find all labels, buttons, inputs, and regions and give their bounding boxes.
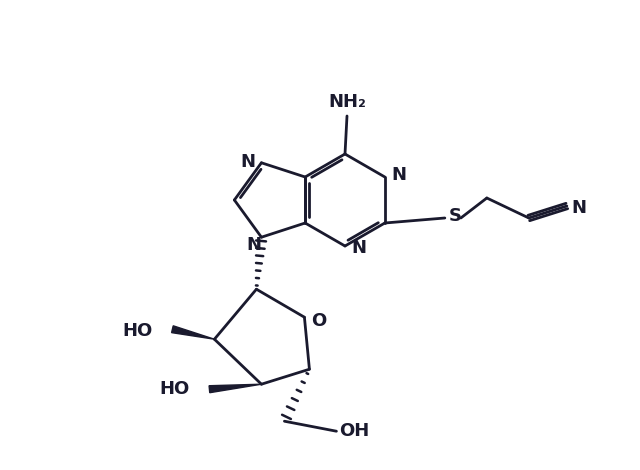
Text: N: N xyxy=(351,239,367,257)
Polygon shape xyxy=(209,384,261,393)
Text: NH₂: NH₂ xyxy=(328,93,366,111)
Text: N: N xyxy=(572,199,586,217)
Text: O: O xyxy=(311,312,326,330)
Text: N: N xyxy=(246,236,261,254)
Text: OH: OH xyxy=(339,422,369,440)
Polygon shape xyxy=(172,326,214,339)
Text: S: S xyxy=(449,207,461,225)
Text: HO: HO xyxy=(122,322,152,340)
Text: N: N xyxy=(240,153,255,171)
Text: HO: HO xyxy=(159,380,189,398)
Text: N: N xyxy=(391,166,406,184)
